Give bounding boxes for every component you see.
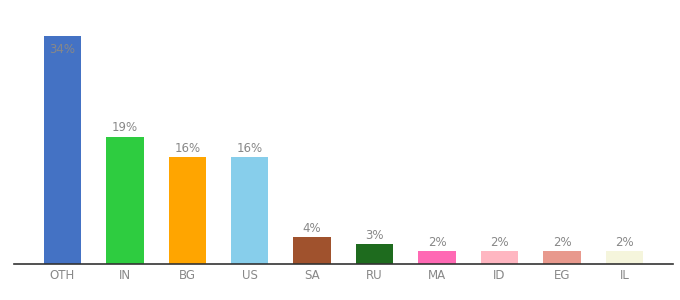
Bar [106,136,143,264]
Bar [606,250,643,264]
Bar [481,250,518,264]
Bar [44,36,81,264]
Text: 16%: 16% [174,142,201,154]
Bar [356,244,393,264]
Bar [169,157,206,264]
Text: 4%: 4% [303,222,322,235]
Text: 2%: 2% [553,236,571,249]
Text: 34%: 34% [50,43,75,56]
Text: 16%: 16% [237,142,262,154]
Text: 2%: 2% [615,236,634,249]
Text: 2%: 2% [490,236,509,249]
Text: 3%: 3% [365,229,384,242]
Bar [294,237,331,264]
Bar [418,250,456,264]
Text: 2%: 2% [428,236,446,249]
Bar [543,250,581,264]
Bar [231,157,269,264]
Text: 19%: 19% [112,122,138,134]
